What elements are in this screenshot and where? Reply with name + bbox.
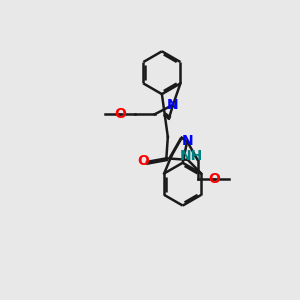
Text: N: N (167, 98, 178, 112)
Text: O: O (137, 154, 149, 168)
Text: O: O (114, 107, 126, 121)
Text: O: O (208, 172, 220, 186)
Text: N: N (181, 134, 193, 148)
Text: NH: NH (180, 149, 203, 163)
